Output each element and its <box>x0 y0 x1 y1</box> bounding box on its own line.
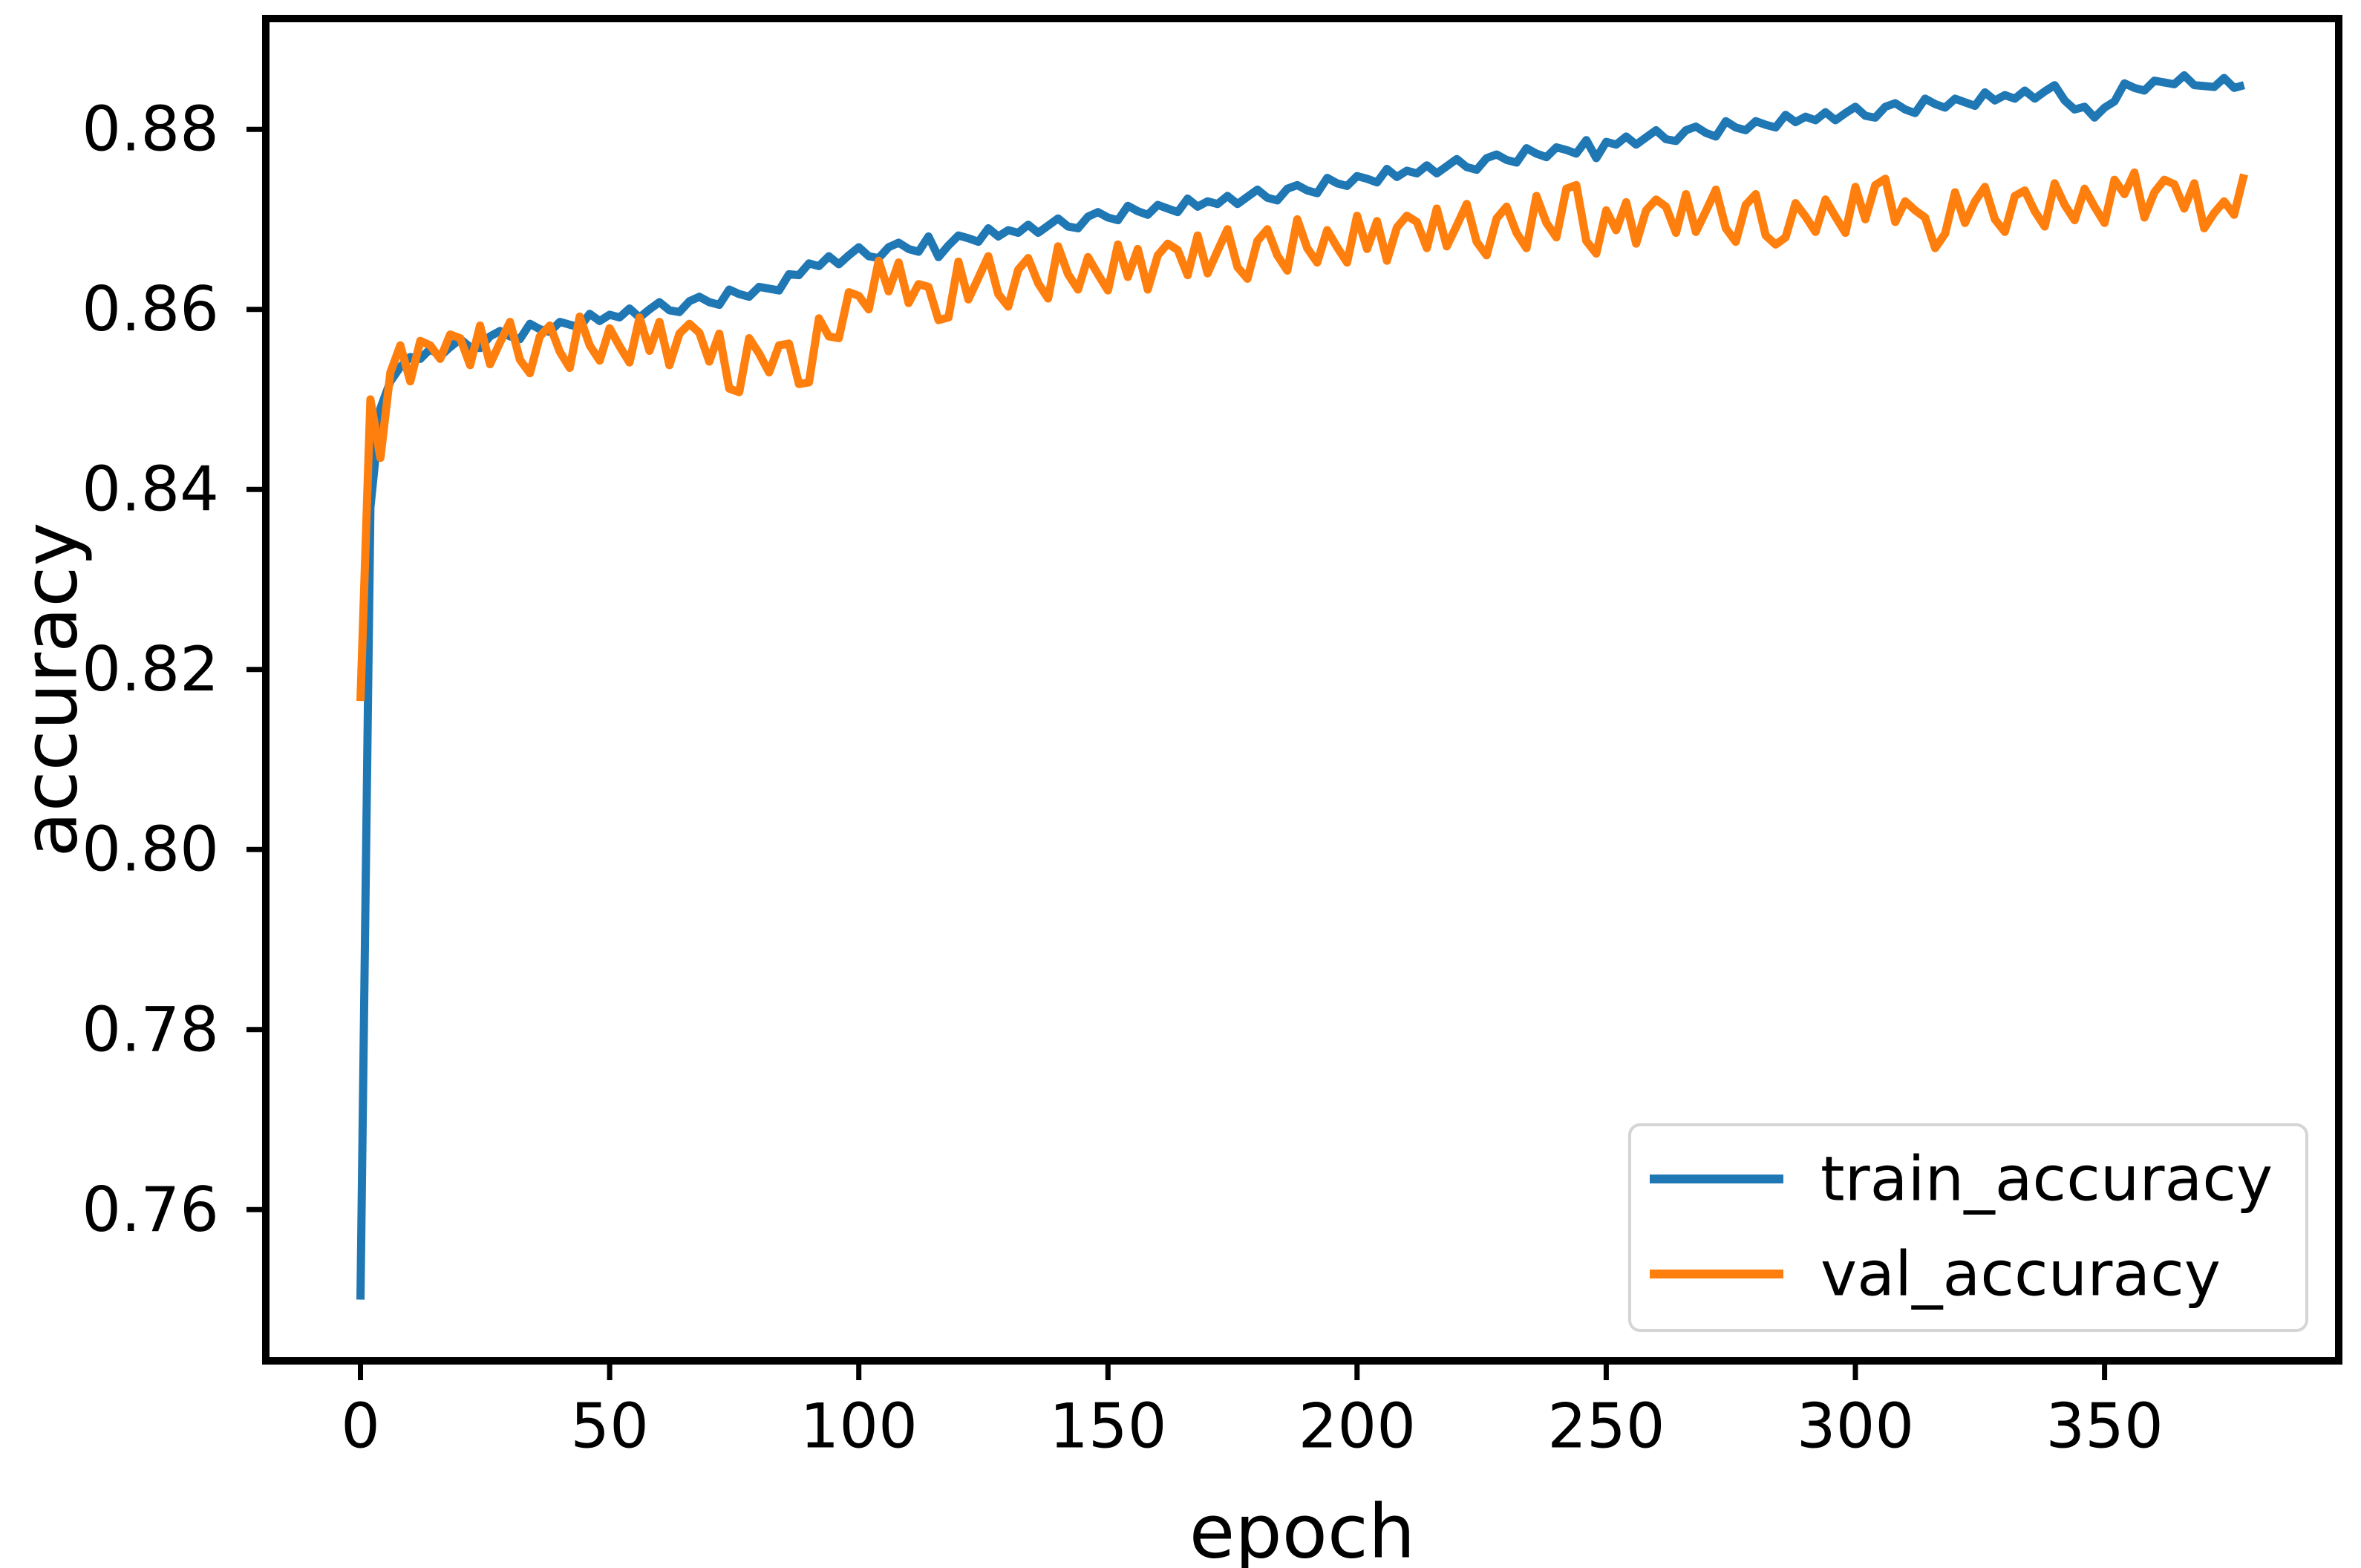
x-tick-label: 200 <box>1299 1391 1416 1463</box>
train-accuracy-line <box>356 71 2245 1300</box>
x-tick-label: 100 <box>800 1391 917 1463</box>
y-tick-label: 0.88 <box>82 94 219 166</box>
x-tick-label: 0 <box>341 1391 380 1463</box>
x-axis-ticks: 0 50 100 150 200 250 300 350 <box>341 1361 2164 1463</box>
val-accuracy-line <box>356 168 2248 702</box>
x-tick-label: 150 <box>1049 1391 1166 1463</box>
y-tick-label: 0.86 <box>82 273 219 345</box>
y-axis-label: accuracy <box>7 522 94 857</box>
y-tick-label: 0.84 <box>82 454 219 526</box>
legend-train-label: train_accuracy <box>1820 1143 2273 1215</box>
x-tick-label: 250 <box>1547 1391 1665 1463</box>
y-axis-ticks: 0.76 0.78 0.80 0.82 0.84 0.86 0.88 <box>82 94 266 1246</box>
plot-border <box>262 15 2342 1365</box>
x-tick-label: 50 <box>570 1391 649 1463</box>
x-axis-label: epoch <box>1189 1489 1416 1568</box>
legend-val-label: val_accuracy <box>1820 1238 2221 1310</box>
y-tick-label: 0.78 <box>82 993 219 1065</box>
legend: train_accuracy val_accuracy <box>1628 1123 2308 1332</box>
legend-frame <box>1628 1123 2308 1332</box>
x-tick-label: 300 <box>1797 1391 1914 1463</box>
y-tick-label: 0.82 <box>82 633 219 705</box>
y-tick-label: 0.76 <box>82 1174 219 1246</box>
y-tick-label: 0.80 <box>82 814 219 886</box>
x-tick-label: 350 <box>2045 1391 2163 1463</box>
